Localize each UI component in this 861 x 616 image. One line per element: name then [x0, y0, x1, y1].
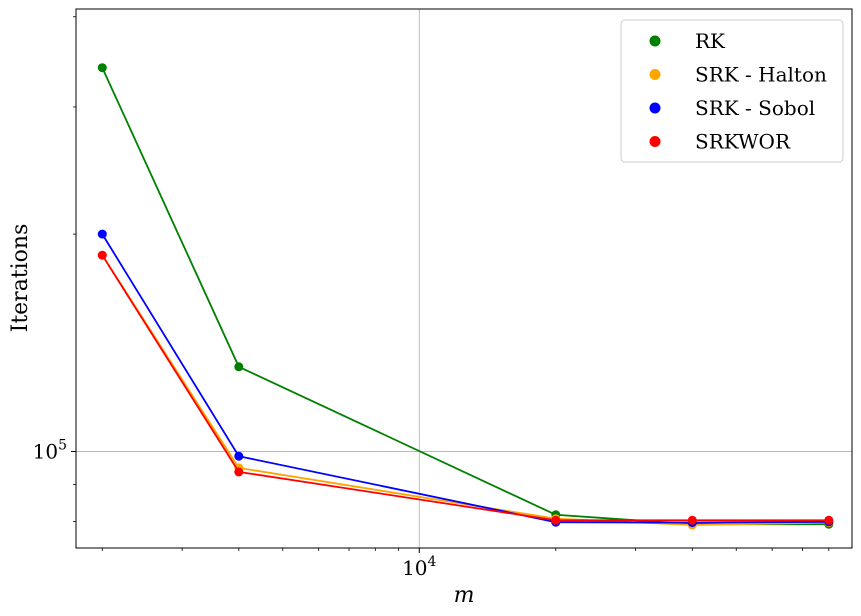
- data-point: [97, 63, 107, 73]
- data-point: [687, 515, 697, 525]
- legend-marker: [649, 136, 661, 147]
- data-point: [824, 515, 834, 525]
- legend-label: SRKWOR: [695, 130, 791, 154]
- series-1: [97, 250, 834, 530]
- x-tick-label: 104: [402, 554, 436, 580]
- series-line: [101, 254, 829, 522]
- legend-label: SRK - Sobol: [695, 96, 815, 120]
- x-axis-label: m: [454, 583, 475, 608]
- data-point: [551, 515, 561, 525]
- data-point: [234, 467, 244, 477]
- data-point: [97, 250, 107, 260]
- legend: RK SRK - Halton SRK - Sobol SRKWOR: [620, 19, 844, 163]
- data-point: [234, 362, 244, 372]
- data-point: [97, 229, 107, 239]
- series-line: [101, 254, 829, 526]
- grid-lines: [76, 9, 852, 548]
- axis-ticks: 104 105: [33, 16, 830, 580]
- plot-frame: [75, 8, 853, 549]
- series-line: [101, 233, 829, 524]
- y-tick-label: 105: [33, 437, 67, 463]
- data-point: [234, 451, 244, 461]
- legend-marker: [649, 35, 661, 47]
- series-2: [97, 229, 834, 528]
- legend-label: SRK - Halton: [695, 63, 827, 87]
- legend-box: [620, 19, 844, 163]
- legend-label: RK: [695, 29, 726, 53]
- y-axis-label: Iterations: [8, 224, 33, 333]
- series-3: [97, 250, 834, 525]
- legend-marker: [649, 102, 661, 114]
- legend-marker: [649, 69, 661, 80]
- series-lines: [97, 63, 834, 530]
